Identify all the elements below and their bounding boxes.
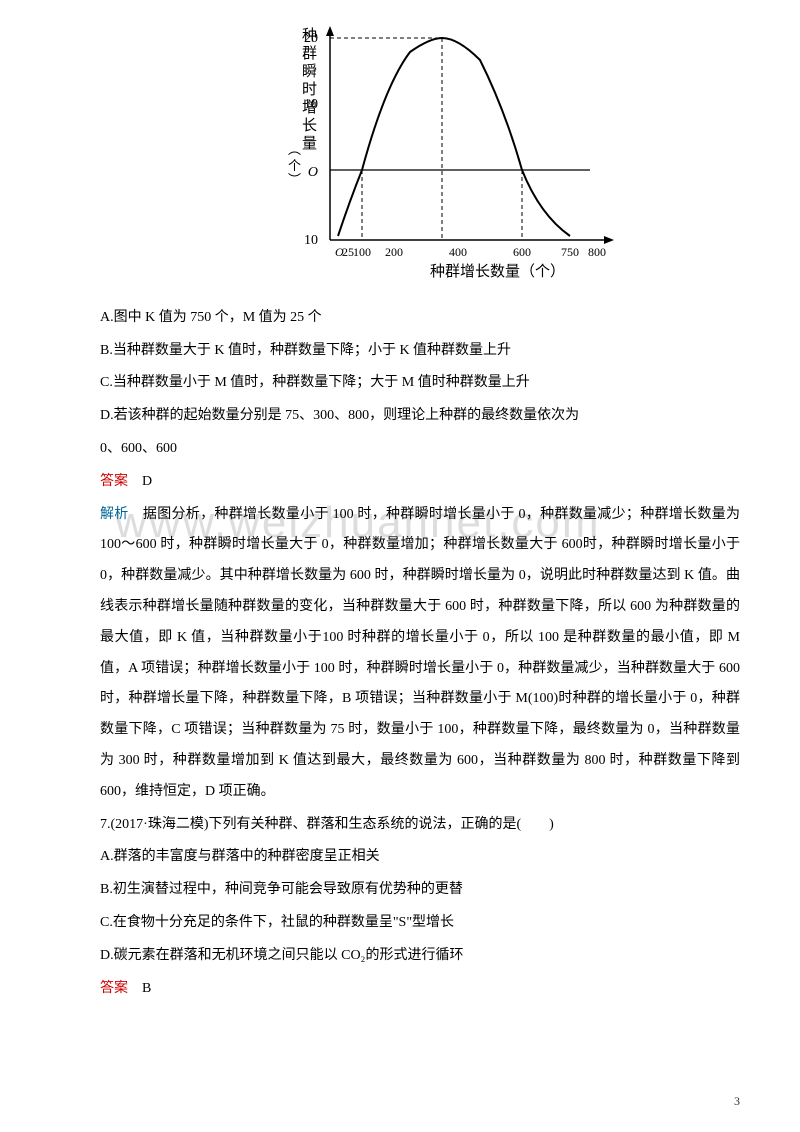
q7-answer-label: 答案 — [100, 981, 128, 996]
option-c: C.当种群数量小于 M 值时，种群数量下降；大于 M 值时种群数量上升 — [100, 368, 740, 399]
q7-option-b: B.初生演替过程中，种间竞争可能会导致原有优势种的更替 — [100, 875, 740, 906]
q7-answer-value: B — [128, 981, 151, 996]
answer-row: 答案 D — [100, 467, 740, 498]
svg-text:100: 100 — [353, 245, 371, 259]
svg-text:750: 750 — [561, 245, 579, 259]
svg-text:400: 400 — [449, 245, 467, 259]
option-a: A.图中 K 值为 750 个，M 值为 25 个 — [100, 303, 740, 334]
analysis-label: 解析 — [100, 507, 129, 522]
analysis-block: 解析 据图分析，种群增长数量小于 100 时，种群瞬时增长量小于 0，种群数量减… — [100, 500, 740, 808]
option-d-line2: 0、600、600 — [100, 434, 740, 465]
q7-option-d: D.碳元素在群落和无机环境之间只能以 CO₂的形式进行循环 — [100, 941, 740, 972]
q7-option-a: A.群落的丰富度与群落中的种群密度呈正相关 — [100, 842, 740, 873]
answer-label: 答案 — [100, 474, 128, 489]
svg-text:O: O — [308, 165, 318, 180]
q7-answer-row: 答案 B — [100, 974, 740, 1005]
svg-text:︵: ︵ — [288, 142, 301, 157]
page-content: 20 10 O 10 O 25 100 200 400 600 750 — [100, 20, 740, 1004]
svg-text:︶: ︶ — [288, 172, 301, 187]
svg-text:瞬: 瞬 — [302, 63, 317, 80]
analysis-text: 据图分析，种群增长数量小于 100 时，种群瞬时增长量小于 0，种群数量减少；种… — [100, 507, 740, 799]
svg-text:种: 种 — [302, 27, 317, 44]
svg-text:增: 增 — [302, 99, 317, 116]
page-number: 3 — [734, 1088, 740, 1114]
answer-value: D — [128, 474, 152, 489]
svg-text:群: 群 — [302, 45, 317, 62]
svg-text:800: 800 — [588, 245, 606, 259]
svg-text:个: 个 — [288, 158, 301, 173]
svg-text:时: 时 — [302, 81, 317, 98]
svg-text:长: 长 — [302, 117, 317, 134]
growth-chart: 20 10 O 10 O 25 100 200 400 600 750 — [140, 20, 740, 293]
q7-stem: 7.(2017·珠海二模)下列有关种群、群落和生态系统的说法，正确的是( ) — [100, 810, 740, 841]
svg-text:种群增长数量（个）: 种群增长数量（个） — [430, 263, 565, 280]
svg-text:200: 200 — [385, 245, 403, 259]
svg-text:600: 600 — [513, 245, 531, 259]
option-b: B.当种群数量大于 K 值时，种群数量下降；小于 K 值种群数量上升 — [100, 336, 740, 367]
svg-text:10: 10 — [304, 233, 318, 248]
option-d-line1: D.若该种群的起始数量分别是 75、300、800，则理论上种群的最终数量依次为 — [100, 401, 740, 432]
q7-option-c: C.在食物十分充足的条件下，社鼠的种群数量呈"S"型增长 — [100, 908, 740, 939]
svg-text:量: 量 — [302, 136, 317, 152]
